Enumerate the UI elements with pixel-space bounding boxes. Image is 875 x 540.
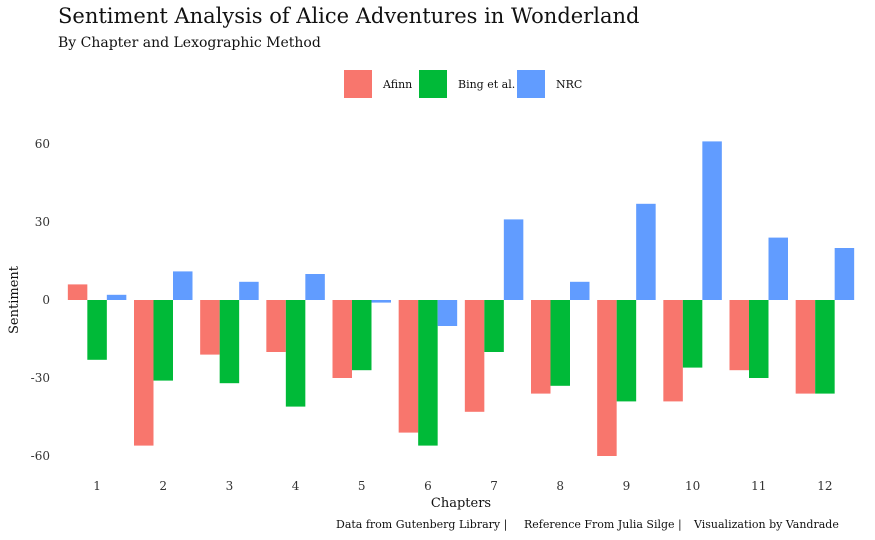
bar-bing-et-al--ch2 [153, 300, 173, 381]
y-tick-label: 0 [42, 293, 50, 307]
legend: Afinn Bing et al. NRC [344, 70, 582, 98]
bar-nrc-ch5 [371, 300, 391, 303]
bar-bing-et-al--ch3 [219, 300, 240, 384]
x-tick-label: 10 [685, 479, 700, 493]
caption-reference: Reference From Julia Silge | [524, 518, 682, 532]
bar-bing-et-al--ch7 [484, 300, 504, 352]
bar-afinn-ch6 [398, 300, 419, 433]
legend-key [517, 70, 545, 98]
bars [67, 141, 855, 456]
x-tick-label: 9 [623, 479, 631, 493]
bar-afinn-ch11 [729, 300, 749, 371]
x-tick-label: 5 [358, 479, 366, 493]
bar-nrc-ch10 [702, 141, 722, 300]
bar-nrc-ch11 [768, 237, 788, 300]
bar-bing-et-al--ch9 [616, 300, 637, 402]
bar-afinn-ch8 [531, 300, 551, 394]
bar-nrc-ch8 [570, 281, 590, 300]
chart-title: Sentiment Analysis of Alice Adventures i… [58, 4, 640, 28]
bar-afinn-ch2 [134, 300, 154, 446]
x-tick-label: 6 [424, 479, 432, 493]
bar-afinn-ch4 [266, 300, 286, 352]
y-tick-label: -60 [31, 449, 50, 463]
legend-label: Bing et al. [458, 78, 515, 91]
y-tick-label: -30 [31, 371, 50, 385]
bar-nrc-ch1 [106, 294, 127, 300]
x-tick-label: 3 [226, 479, 234, 493]
bar-bing-et-al--ch10 [682, 300, 703, 368]
x-tick-label: 2 [159, 479, 167, 493]
chart-subtitle: By Chapter and Lexographic Method [58, 35, 321, 51]
x-tick-label: 11 [751, 479, 766, 493]
y-axis-label: Sentiment [7, 265, 22, 334]
bar-afinn-ch10 [663, 300, 683, 402]
legend-key [419, 70, 447, 98]
bar-bing-et-al--ch4 [285, 300, 306, 407]
bar-bing-et-al--ch6 [418, 300, 438, 446]
bar-afinn-ch5 [332, 300, 352, 378]
bar-bing-et-al--ch12 [815, 300, 835, 394]
x-axis-label: Chapters [431, 496, 491, 511]
bar-nrc-ch9 [636, 203, 656, 300]
bar-nrc-ch12 [834, 248, 855, 300]
caption-credit: Visualization by Vandrade [693, 518, 839, 531]
legend-label: Afinn [382, 78, 412, 91]
y-axis-ticks: -60 -30 0 30 60 [31, 137, 50, 463]
x-tick-label: 8 [556, 479, 564, 493]
caption-source: Data from Gutenberg Library | [336, 518, 507, 532]
bar-afinn-ch9 [597, 300, 617, 456]
legend-label: NRC [556, 78, 582, 91]
bar-nrc-ch7 [503, 219, 524, 300]
bar-afinn-ch12 [795, 300, 816, 394]
bar-nrc-ch6 [437, 300, 458, 326]
bar-bing-et-al--ch1 [87, 300, 107, 360]
y-tick-label: 30 [35, 215, 50, 229]
x-tick-label: 1 [93, 479, 101, 493]
x-tick-label: 7 [490, 479, 498, 493]
bar-nrc-ch3 [239, 281, 259, 300]
bar-afinn-ch3 [200, 300, 220, 355]
x-axis-ticks: 1 2 3 4 5 6 7 8 9 10 11 12 [93, 479, 832, 493]
y-tick-label: 60 [35, 137, 50, 151]
bar-nrc-ch2 [173, 271, 193, 300]
x-tick-label: 4 [292, 479, 300, 493]
bar-afinn-ch7 [464, 300, 485, 412]
legend-key [344, 70, 372, 98]
x-tick-label: 12 [817, 479, 832, 493]
bar-bing-et-al--ch8 [550, 300, 570, 386]
bar-bing-et-al--ch11 [749, 300, 769, 378]
bar-afinn-ch1 [67, 284, 88, 300]
bar-bing-et-al--ch5 [352, 300, 372, 371]
bar-nrc-ch4 [305, 274, 325, 300]
